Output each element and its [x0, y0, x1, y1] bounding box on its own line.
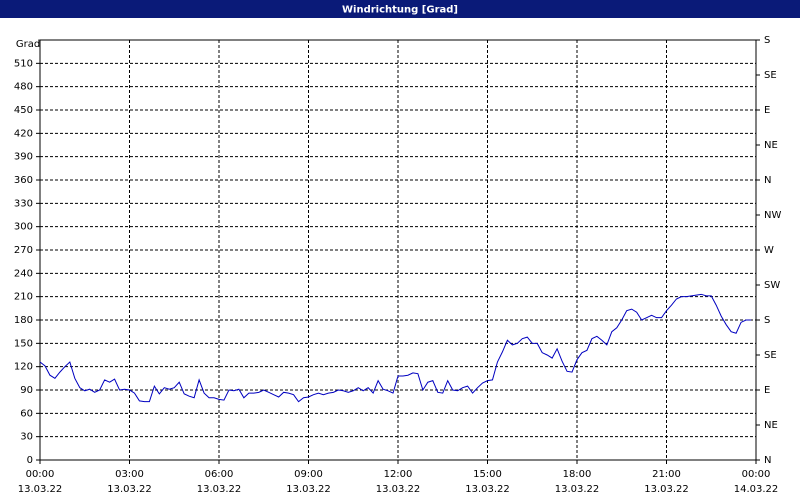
y2-tick-label: SE — [764, 350, 777, 361]
y-tick-label: 330 — [14, 198, 33, 209]
x-tick-date: 13.03.22 — [376, 484, 421, 495]
x-tick-label: 21:00 — [652, 469, 681, 480]
y2-tick-label: SE — [764, 70, 777, 81]
x-tick-label: 03:00 — [115, 469, 144, 480]
y-tick-label: 180 — [14, 315, 33, 326]
y2-tick-label: S — [764, 315, 770, 326]
x-tick-label: 00:00 — [26, 469, 55, 480]
y-tick-label: 90 — [20, 385, 33, 396]
x-tick-date: 13.03.22 — [197, 484, 242, 495]
y-tick-label: 300 — [14, 222, 33, 233]
y2-tick-label: W — [764, 245, 774, 256]
y-tick-label: 60 — [20, 408, 33, 419]
chart-title: Windrichtung [Grad] — [342, 5, 458, 16]
x-tick-date: 13.03.22 — [644, 484, 689, 495]
y-tick-label: 360 — [14, 175, 33, 186]
x-tick-label: 12:00 — [384, 469, 413, 480]
x-tick-label: 15:00 — [473, 469, 502, 480]
data-line — [39, 293, 752, 403]
y-tick-label: 120 — [14, 362, 33, 373]
x-tick-date: 13.03.22 — [465, 484, 510, 495]
y2-tick-label: N — [764, 175, 771, 186]
y2-tick-label: S — [764, 35, 770, 46]
x-tick-date: 13.03.22 — [286, 484, 331, 495]
x-tick-label: 18:00 — [563, 469, 592, 480]
y2-tick-label: SW — [764, 280, 780, 291]
y2-tick-label: NW — [764, 210, 781, 221]
y-tick-label: 480 — [14, 82, 33, 93]
x-tick-date: 13.03.22 — [18, 484, 63, 495]
x-tick-date: 13.03.22 — [107, 484, 152, 495]
x-tick-label: 09:00 — [294, 469, 323, 480]
x-tick-date: 14.03.22 — [734, 484, 779, 495]
plot-border — [39, 39, 757, 461]
y-axis-label: Grad — [16, 39, 40, 50]
y2-tick-label: E — [764, 385, 770, 396]
y2-tick-label: NE — [764, 420, 778, 431]
y-tick-label: 510 — [14, 58, 33, 69]
y2-tick-label: NE — [764, 140, 778, 151]
y-tick-label: 450 — [14, 105, 33, 116]
y2-tick-label: N — [764, 455, 771, 466]
y-tick-label: 210 — [14, 292, 33, 303]
title-bar — [0, 0, 800, 18]
y-tick-label: 390 — [14, 152, 33, 163]
y-tick-label: 270 — [14, 245, 33, 256]
x-tick-label: 00:00 — [742, 469, 771, 480]
y-tick-label: 0 — [27, 455, 33, 466]
y-tick-label: 420 — [14, 128, 33, 139]
y-tick-label: 240 — [14, 268, 33, 279]
x-tick-label: 06:00 — [205, 469, 234, 480]
y2-tick-label: E — [764, 105, 770, 116]
y-tick-label: 150 — [14, 338, 33, 349]
y-tick-label: 30 — [20, 432, 33, 443]
x-tick-date: 13.03.22 — [555, 484, 600, 495]
